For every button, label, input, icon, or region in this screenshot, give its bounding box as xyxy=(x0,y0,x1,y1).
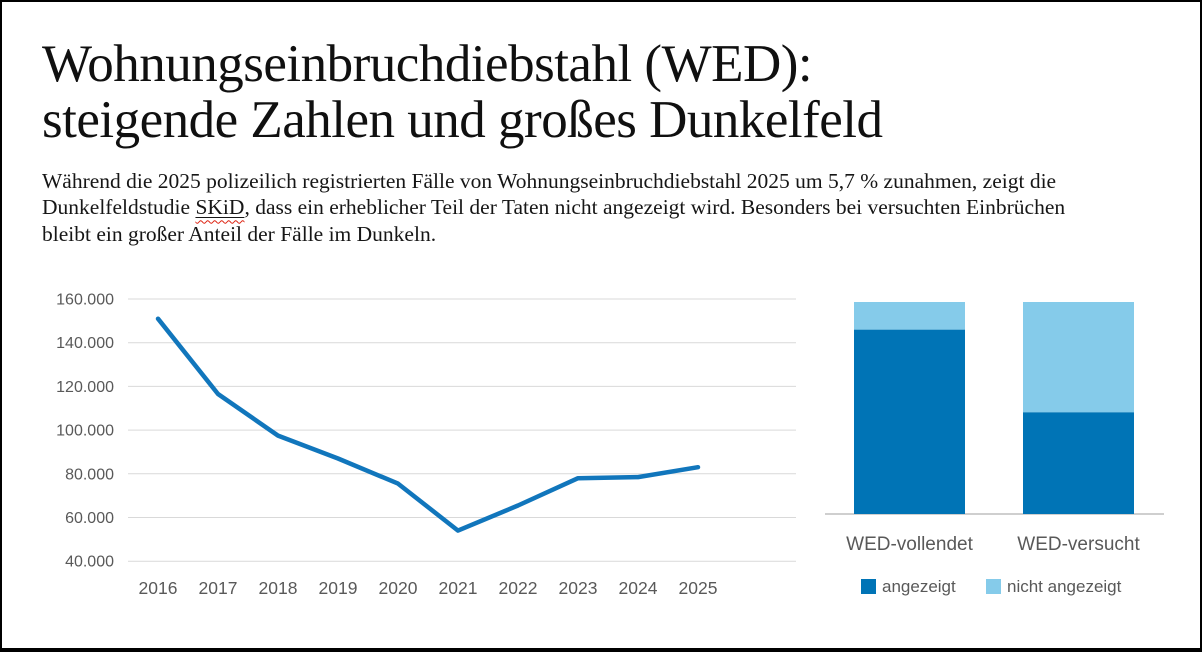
bar-category-label: WED-vollendet xyxy=(846,534,973,555)
line-chart: 40.000 60.000 80.000 100.000 120.000 140.000 1… xyxy=(56,292,796,598)
legend-label: angezeigt xyxy=(882,577,956,596)
intro-text-before: Während die 2025 polizeilich registriert… xyxy=(42,169,1057,220)
x-axis-tick-label: 2023 xyxy=(559,578,598,598)
y-axis-tick-label: 120.000 xyxy=(56,379,114,396)
title-line-2: steigende Zahlen und großes Dunkelfeld xyxy=(42,91,883,150)
bar-segment-nicht-angezeigt-WED-vollendet xyxy=(854,302,965,330)
legend-swatch-nicht-angezeigt xyxy=(986,579,1001,594)
legend-label: nicht angezeigt xyxy=(1007,577,1122,596)
skid-link[interactable]: SKiD xyxy=(195,195,245,220)
spellcheck-squiggle: SKiD xyxy=(195,195,244,219)
x-axis-tick-label: 2017 xyxy=(199,578,238,598)
y-axis-tick-label: 40.000 xyxy=(65,554,114,571)
y-axis-tick-label: 160.000 xyxy=(56,292,114,309)
legend-swatch-angezeigt xyxy=(861,579,876,594)
x-axis-tick-label: 2022 xyxy=(499,578,538,598)
bar-segment-angezeigt-WED-versucht xyxy=(1023,412,1134,514)
y-axis-tick-label: 80.000 xyxy=(65,466,114,483)
x-axis-tick-label: 2024 xyxy=(619,578,658,598)
y-axis-tick-label: 140.000 xyxy=(56,335,114,352)
intro-paragraph: Während die 2025 polizeilich registriert… xyxy=(42,168,1097,247)
x-axis-tick-label: 2025 xyxy=(679,578,718,598)
y-axis-tick-label: 100.000 xyxy=(56,423,114,440)
x-axis-tick-label: 2021 xyxy=(439,578,478,598)
x-axis-tick-label: 2018 xyxy=(259,578,298,598)
intro-text-after: , dass ein erheblicher Teil der Taten ni… xyxy=(42,195,1066,246)
x-axis-tick-label: 2016 xyxy=(139,578,178,598)
bar-segment-angezeigt-WED-vollendet xyxy=(854,329,965,514)
x-axis-tick-label: 2019 xyxy=(319,578,358,598)
stacked-bar-chart: WED-vollendet WED-versucht angezeigt nicht … xyxy=(825,302,1164,596)
y-axis-tick-label: 60.000 xyxy=(65,510,114,527)
title-line-1: Wohnungseinbruchdiebstahl (WED): xyxy=(42,35,813,93)
page-title: Wohnungseinbruchdiebstahl (WED): steigen… xyxy=(42,35,883,150)
x-axis-tick-label: 2020 xyxy=(379,578,418,598)
bar-category-label: WED-versucht xyxy=(1017,534,1140,555)
bar-segment-nicht-angezeigt-WED-versucht xyxy=(1023,302,1134,413)
registered-cases-line-series xyxy=(155,316,701,533)
